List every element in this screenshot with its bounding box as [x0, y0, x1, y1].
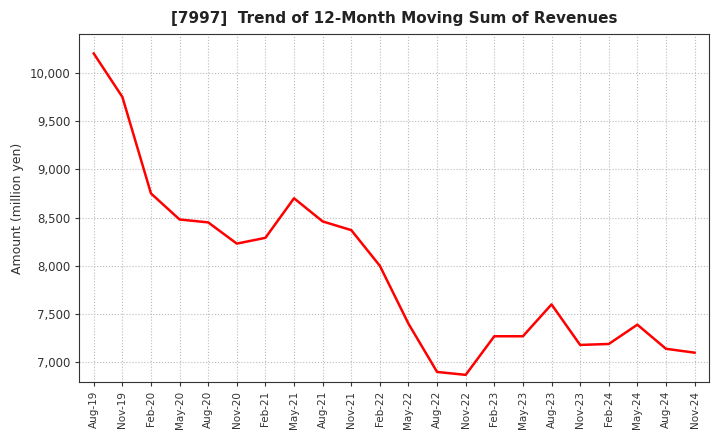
Y-axis label: Amount (million yen): Amount (million yen)	[11, 142, 24, 274]
Title: [7997]  Trend of 12-Month Moving Sum of Revenues: [7997] Trend of 12-Month Moving Sum of R…	[171, 11, 618, 26]
